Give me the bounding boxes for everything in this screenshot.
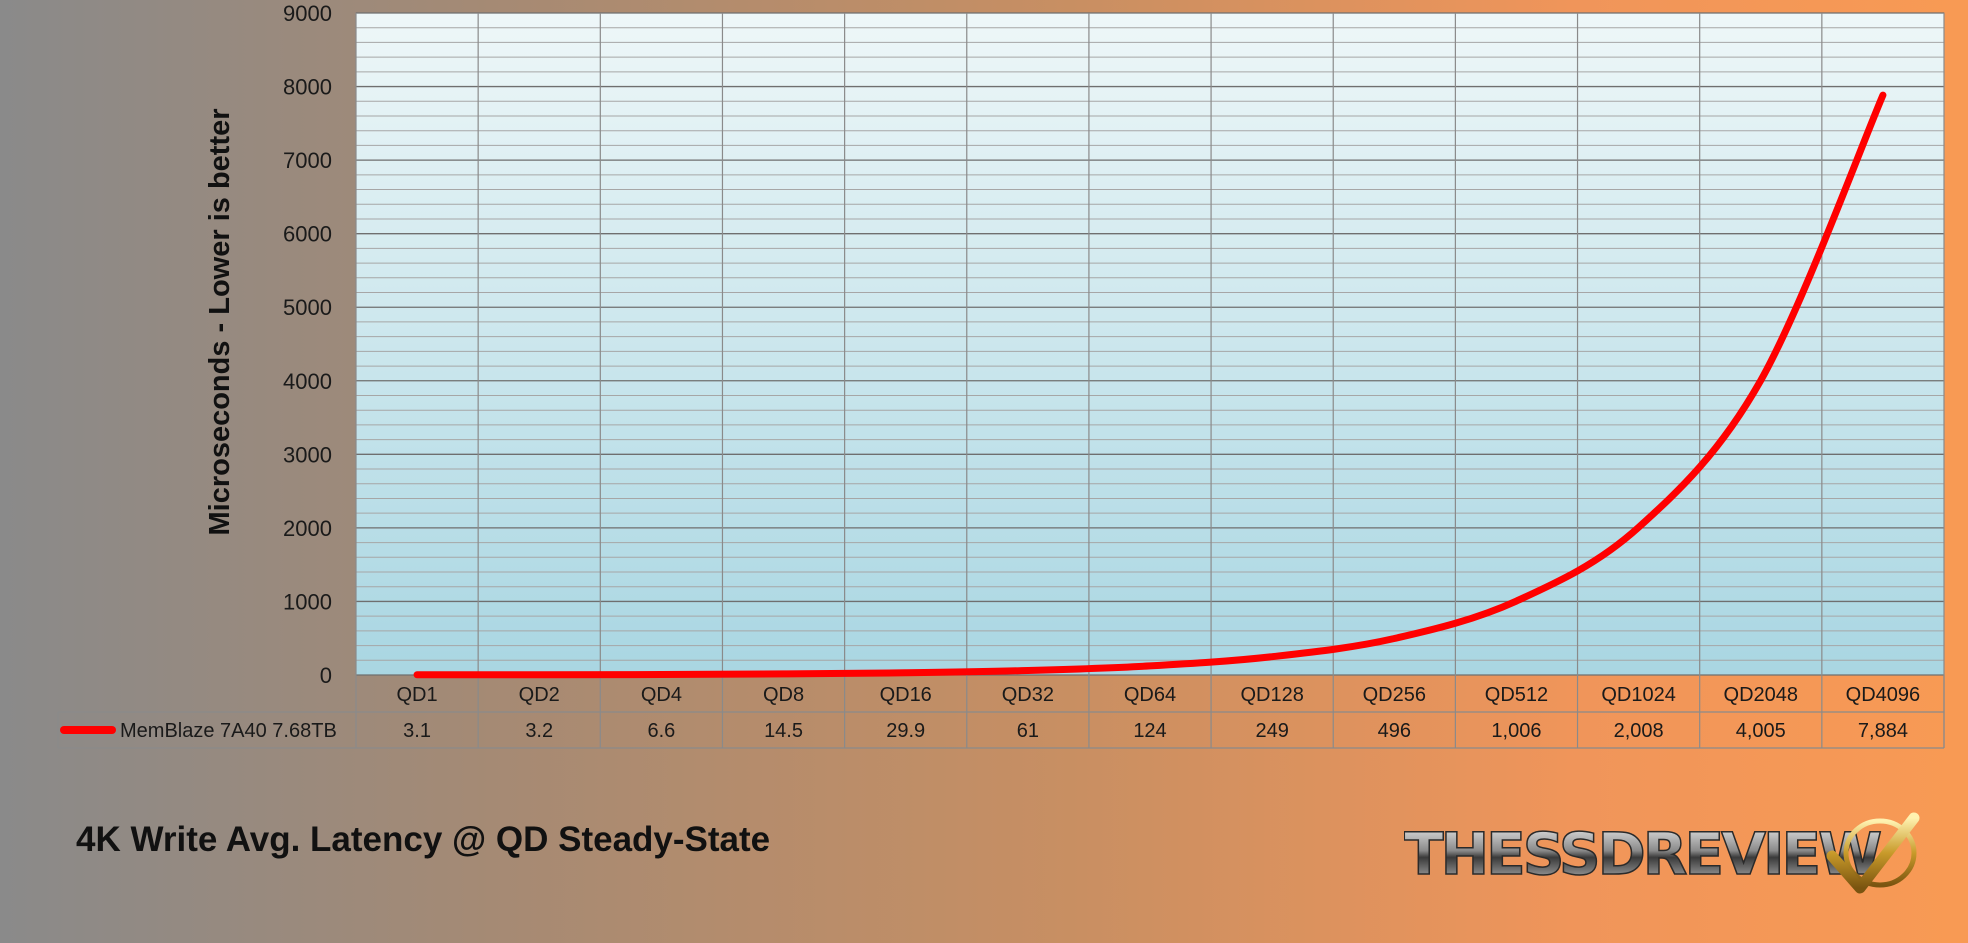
chart-title: 4K Write Avg. Latency @ QD Steady-State	[76, 820, 771, 859]
y-tick-label: 5000	[283, 295, 332, 320]
major-gridlines	[356, 12, 1944, 676]
y-tick-label: 3000	[283, 442, 332, 467]
y-axis-label: Microseconds - Lower is better	[204, 108, 236, 535]
logo-text: THESSDREVIEW	[1404, 820, 1881, 888]
data-label: 3.1	[403, 720, 431, 742]
data-label: 4,005	[1736, 720, 1786, 742]
x-tick-label: QD64	[1124, 684, 1176, 706]
data-table: QD1 QD2 QD4 QD8 QD16 QD32 QD64 QD128 QD256 QD512 Q…	[57, 675, 1945, 749]
data-label: 61	[1017, 720, 1039, 742]
y-tick-label: 2000	[283, 516, 332, 541]
legend-entry: MemBlaze 7A40 7.68TB	[120, 720, 337, 742]
data-label: 249	[1255, 720, 1288, 742]
y-axis-ticks: 0 1000 2000 3000 4000 5000 6000 7000 8000 9000	[283, 1, 332, 688]
x-tick-label: QD16	[880, 684, 932, 706]
logo: THESSDREVIEW	[1404, 812, 1920, 894]
y-tick-label: 8000	[283, 75, 332, 100]
data-label: 124	[1133, 720, 1166, 742]
series-lines	[413, 91, 1887, 679]
y-tick-label: 1000	[283, 589, 332, 614]
data-label: 1,006	[1491, 720, 1541, 742]
data-label: 7,884	[1858, 720, 1908, 742]
x-tick-label: QD128	[1240, 684, 1303, 706]
x-tick-label: QD8	[763, 684, 804, 706]
plot-area	[355, 12, 1945, 676]
checkmark-icon	[1826, 812, 1920, 894]
series-line	[413, 91, 1887, 679]
y-tick-label: 6000	[283, 222, 332, 247]
x-tick-label: QD1	[397, 684, 438, 706]
data-label: 29.9	[886, 720, 925, 742]
x-tick-label: QD256	[1363, 684, 1426, 706]
x-tick-label: QD512	[1485, 684, 1548, 706]
x-tick-label: QD32	[1002, 684, 1054, 706]
y-tick-label: 0	[320, 663, 332, 688]
y-tick-label: 9000	[283, 1, 332, 26]
x-tick-label: QD2048	[1724, 684, 1799, 706]
data-label: 2,008	[1614, 720, 1664, 742]
x-tick-label: QD4096	[1846, 684, 1921, 706]
x-tick-label: QD1024	[1601, 684, 1676, 706]
data-label: 6.6	[647, 720, 675, 742]
y-tick-label: 4000	[283, 369, 332, 394]
x-tick-label: QD4	[641, 684, 682, 706]
x-tick-label: QD2	[519, 684, 560, 706]
data-label: 14.5	[764, 720, 803, 742]
y-tick-label: 7000	[283, 148, 332, 173]
vertical-gridlines	[355, 13, 1945, 748]
data-label: 3.2	[525, 720, 553, 742]
minor-gridlines	[356, 27, 1944, 661]
data-label: 496	[1378, 720, 1411, 742]
